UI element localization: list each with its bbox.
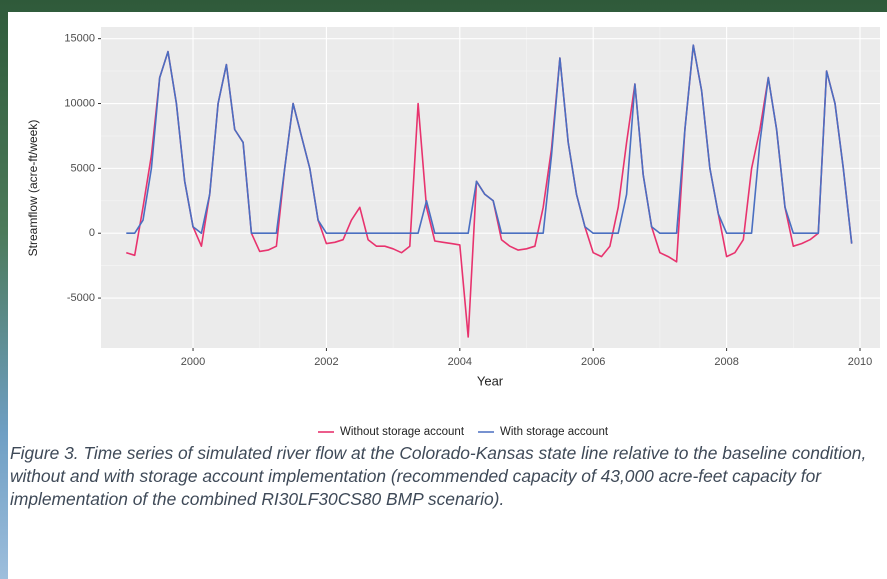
x-tick-label: 2002 xyxy=(314,356,338,368)
x-tick-label: 2004 xyxy=(448,356,472,368)
y-tick-label: -5000 xyxy=(67,292,95,304)
x-tick-label: 2008 xyxy=(714,356,738,368)
y-tick-label: 0 xyxy=(89,227,95,239)
x-axis-label: Year xyxy=(477,373,504,388)
y-tick-label: 10000 xyxy=(64,97,95,109)
x-tick-label: 2010 xyxy=(848,356,872,368)
legend-label: Without storage account xyxy=(340,426,465,438)
y-tick-label: 5000 xyxy=(71,162,95,174)
x-tick-label: 2006 xyxy=(581,356,605,368)
y-tick-label: 15000 xyxy=(64,33,95,45)
legend-label: With storage account xyxy=(500,426,609,438)
series-line xyxy=(126,44,853,244)
figure-caption: Figure 3. Time series of simulated river… xyxy=(10,443,867,509)
plot-background xyxy=(101,27,880,348)
chart: Year Streamflow (acre-ft/week) -5000 0 500… xyxy=(26,27,880,438)
x-tick-label: 2000 xyxy=(181,356,205,368)
y-axis-label: Streamflow (acre-ft/week) xyxy=(26,120,40,257)
